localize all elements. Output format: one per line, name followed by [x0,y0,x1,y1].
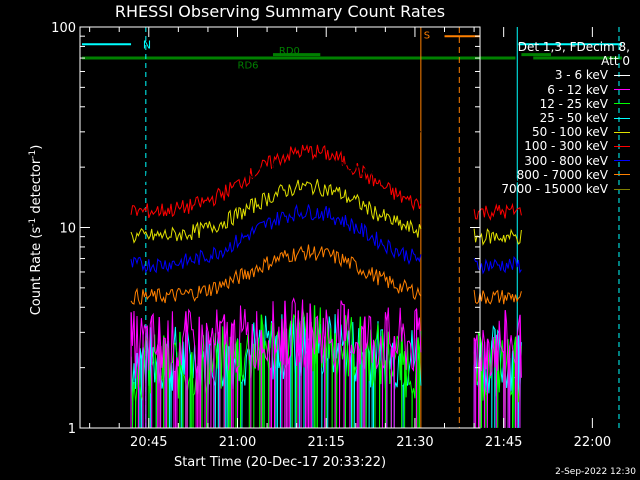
legend-swatch [614,103,630,105]
series-line [473,228,522,246]
x-tick-label: 22:00 [574,435,611,450]
series-line [473,289,522,305]
x-tick-label: 21:45 [485,435,522,450]
y-axis-label: Count Rate (s-1 detector-1) [27,144,45,316]
legend-entry: 300 - 800 keV [470,154,630,168]
x-tick-label: 21:15 [307,435,344,450]
legend-label: 800 - 7000 keV [516,167,608,182]
series-line [130,244,422,305]
legend-entry: 800 - 7000 keV [470,168,630,182]
legend-header-line-2: Att 0 [601,54,630,69]
x-tick-label: 20:45 [130,435,167,450]
legend-label: 12 - 25 keV [539,96,608,111]
legend-entry: 7000 - 15000 keV [470,182,630,196]
flag-n-label: N [143,38,151,51]
legend-label: 6 - 12 keV [547,82,608,97]
legend-entry: 25 - 50 keV [470,111,630,125]
flag-s-label: S [424,30,430,41]
legend-label: 25 - 50 keV [539,111,608,126]
series-line [130,203,422,274]
legend-label: 100 - 300 keV [524,139,608,154]
legend-entry: 12 - 25 keV [470,97,630,111]
legend-label: 300 - 800 keV [524,153,608,168]
legend-swatch [614,131,630,133]
y-tick-label: 10 [59,222,76,237]
legend-entry: 100 - 300 keV [470,139,630,153]
legend-label: 7000 - 15000 keV [501,182,608,197]
timestamp-footer: 2-Sep-2022 12:30 [555,467,636,477]
chart-title: RHESSI Observing Summary Count Rates [114,2,446,21]
flag-rd6-label: RD6 [238,61,259,72]
legend-swatch [614,188,630,190]
legend-label: 3 - 6 keV [554,68,608,83]
series-line [473,331,522,428]
series-line [473,202,522,221]
legend-swatch [614,89,630,91]
legend-label: 50 - 100 keV [531,125,608,140]
x-axis-label: Start Time (20-Dec-17 20:33:22) [173,455,387,470]
legend-header-line-1: Det 1,3, FDecim 8, [517,40,630,54]
legend-swatch [614,160,630,162]
flag-rd0-label: RD0 [279,46,300,57]
legend-entry: 6 - 12 keV [470,83,630,97]
legend: Det 1,3, FDecim 8, Att 0 3 - 6 keV 6 - 12… [470,40,630,196]
legend-swatch [614,75,630,76]
y-tick-label: 1 [68,422,76,437]
x-tick-label: 21:00 [219,435,256,450]
legend-swatch [614,117,630,119]
legend-entry: 50 - 100 keV [470,125,630,139]
series-line [473,256,522,275]
series-line [130,131,421,185]
legend-swatch [614,146,630,148]
y-tick-label: 100 [51,21,76,36]
legend-swatch [614,174,630,176]
series-line [473,168,522,186]
series-line [130,297,422,428]
legend-entry: 3 - 6 keV [470,68,630,82]
series-line [130,144,422,219]
x-tick-label: 21:30 [396,435,433,450]
series-line [130,179,422,244]
